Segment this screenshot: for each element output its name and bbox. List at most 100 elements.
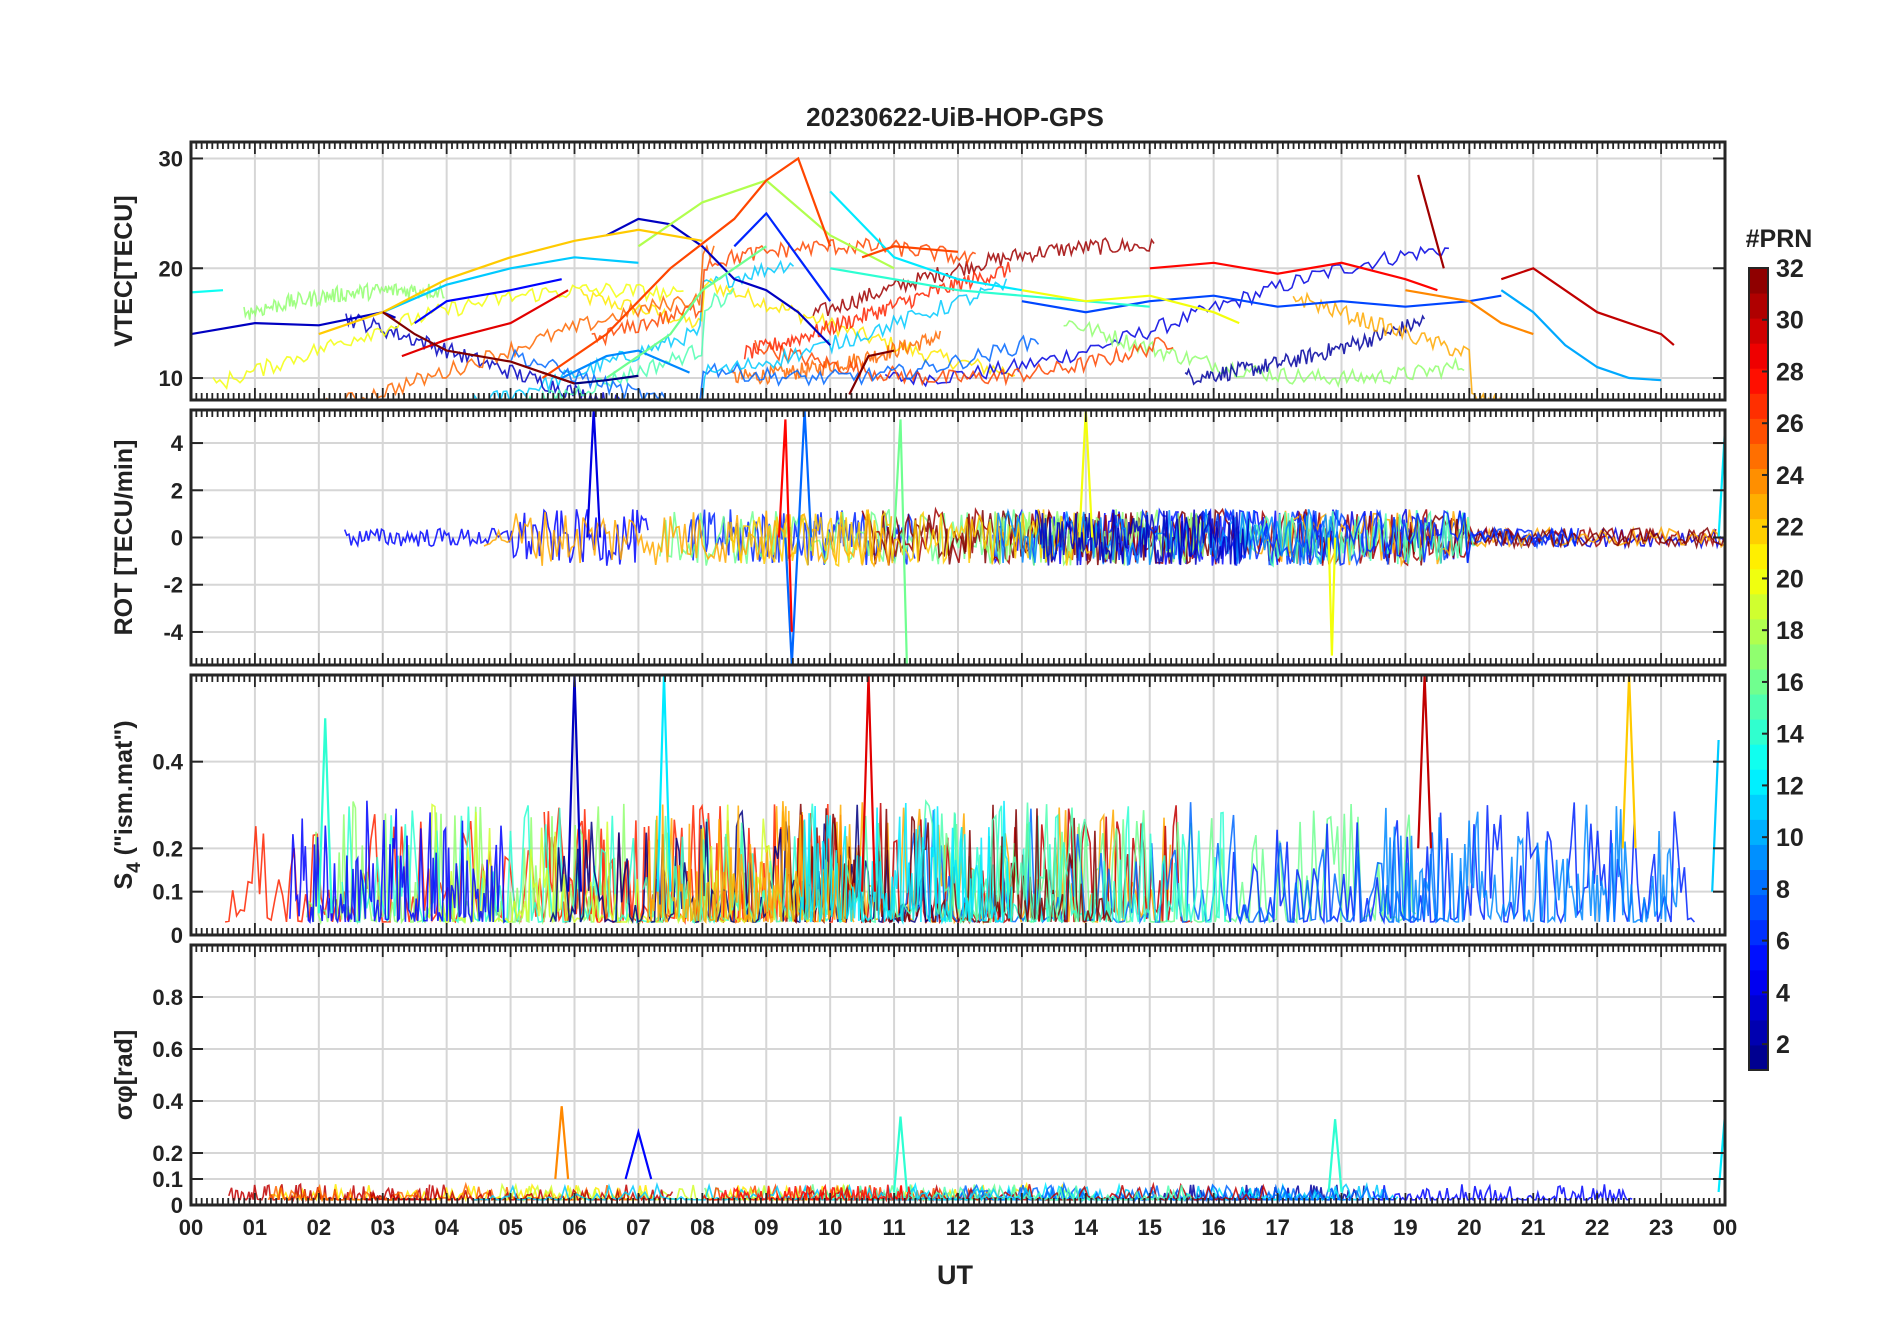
colorbar-segment [1749, 694, 1768, 720]
colorbar-tick-label: 4 [1776, 979, 1790, 1007]
series-line-vtec-10 [191, 289, 224, 294]
x-tick-label: 14 [1074, 1215, 1099, 1240]
colorbar-tick-label: 32 [1776, 255, 1804, 283]
series-line-vtec-8 [382, 256, 639, 314]
x-tick-label: 01 [243, 1215, 267, 1240]
series-line-rot-1 [784, 410, 813, 665]
colorbar-segment [1749, 368, 1768, 394]
x-axis-label: UT [937, 1260, 973, 1290]
colorbar-title: #PRN [1746, 225, 1813, 253]
colorbar-segment [1749, 669, 1768, 695]
y-tick-label: 0.8 [152, 985, 183, 1010]
colorbar-segment [1749, 318, 1768, 344]
panel-rot: -4 -2 0 2 4 ROT [TECU/min] [110, 408, 1727, 667]
y-tick-label: 0 [171, 1193, 183, 1218]
series-line-vtec-9 [829, 190, 1023, 292]
colorbar-tick-label: 12 [1776, 772, 1804, 800]
colorbar-tick-label: 10 [1776, 824, 1804, 852]
colorbar-tick-label: 18 [1776, 617, 1804, 645]
series-line-vtec-14 [1021, 289, 1240, 325]
y-tick-label: 0.4 [152, 750, 183, 775]
y-tick-label: 2 [171, 478, 183, 503]
series-line-vtec-4 [733, 211, 832, 302]
series-line-vtec-20 [401, 289, 569, 358]
series-line-s4-5 [317, 718, 333, 914]
y-tick-label: 0.2 [152, 836, 183, 861]
colorbar-segment [1749, 944, 1768, 971]
colorbar-segment [1749, 819, 1768, 845]
y-tick-label: 20 [159, 256, 183, 281]
series-line-vtec-18 [861, 245, 959, 259]
y-axis-label: VTEC[TECU] [110, 195, 138, 346]
x-tick-label: 13 [1010, 1215, 1034, 1240]
colorbar-tick-label: 26 [1776, 410, 1804, 438]
y-tick-label: 0.1 [152, 880, 183, 905]
colorbar-segment [1749, 994, 1768, 1021]
series-line-vtec-11 [830, 267, 1150, 308]
series-line-s4-4 [1621, 675, 1637, 849]
series-line-vtec-21 [1500, 267, 1675, 346]
x-tick-label: 17 [1265, 1215, 1289, 1240]
series-line-sigphi-0 [554, 1106, 570, 1180]
y-axis-label: ROT [TECU/min] [110, 440, 138, 636]
series-line-vtec-5 [1021, 294, 1502, 314]
panel-vtec: 10 20 30 VTEC[TECU] [110, 140, 1727, 402]
y-tick-label: 4 [171, 431, 184, 456]
series-line-vtec-12 [605, 245, 767, 379]
colorbar-segment [1749, 1019, 1768, 1046]
series-line-s4-6 [1711, 739, 1720, 892]
colorbar-segment [1749, 293, 1768, 319]
colorbar-segment [1749, 869, 1768, 896]
panel-sigphi: 00.10.2 0.4 0.6 0.8 σφ[rad] [110, 943, 1727, 1218]
series-line-rot-5 [777, 419, 793, 632]
y-tick-label: -2 [163, 573, 183, 598]
colorbar-tick-label: 30 [1776, 307, 1804, 335]
x-tick-label: 12 [946, 1215, 970, 1240]
colorbar-segment [1749, 543, 1768, 570]
colorbar-segment [1749, 894, 1768, 921]
series-line-rot-2 [893, 419, 908, 665]
series-group [586, 410, 1725, 665]
series-line-vtec-19 [1149, 261, 1438, 292]
noise-traces [343, 506, 1725, 568]
chart-title: 20230622-UiB-HOP-GPS [806, 102, 1104, 132]
x-tick-label: 00 [1713, 1215, 1737, 1240]
y-tick-label: 0.4 [152, 1089, 183, 1114]
colorbar-tick-label: 14 [1776, 721, 1804, 749]
colorbar-segment [1749, 393, 1768, 419]
series-group [317, 675, 1720, 914]
series-line-s4-0 [567, 675, 582, 892]
colorbar-segment [1749, 794, 1768, 820]
y-axis-label: σφ[rad] [110, 1030, 138, 1121]
series-line-rot-4 [1327, 537, 1337, 656]
y-tick-label: -4 [163, 620, 183, 645]
colorbar-tick-label: 2 [1776, 1031, 1790, 1059]
series-line-sigphi-1 [624, 1128, 653, 1180]
colorbar-tick-label: 22 [1776, 514, 1804, 542]
series-line-rot-0 [586, 410, 602, 538]
x-tick-label: 11 [882, 1215, 905, 1240]
series-line-vtec-3 [414, 278, 562, 325]
series-line-vtec-6 [561, 349, 690, 379]
x-tick-label: 03 [371, 1215, 395, 1240]
series-line-s4-1 [656, 675, 672, 892]
colorbar-segment [1749, 343, 1768, 369]
series-line-vtec-23 [382, 311, 575, 385]
y-tick-label: 0 [171, 923, 183, 948]
x-tick-label: 18 [1329, 1215, 1353, 1240]
colorbar-tick-label: 28 [1776, 358, 1804, 386]
panel-s4: 0 0.1 0.2 0.4 S4 ("ism.mat") [110, 673, 1727, 948]
series-group [191, 156, 1675, 395]
colorbar-segment [1749, 493, 1768, 520]
x-tick-label: 02 [307, 1215, 331, 1240]
colorbar-tick-label: 16 [1776, 669, 1804, 697]
colorbar-frame [1748, 267, 1769, 1071]
series-line-vtec-17 [541, 156, 832, 379]
noise-traces [228, 1181, 1633, 1203]
x-tick-label: 10 [818, 1215, 842, 1240]
y-axis-label: S4 ("ism.mat") [110, 720, 145, 889]
x-tick-label: 23 [1649, 1215, 1673, 1240]
colorbar-segment [1749, 744, 1768, 770]
